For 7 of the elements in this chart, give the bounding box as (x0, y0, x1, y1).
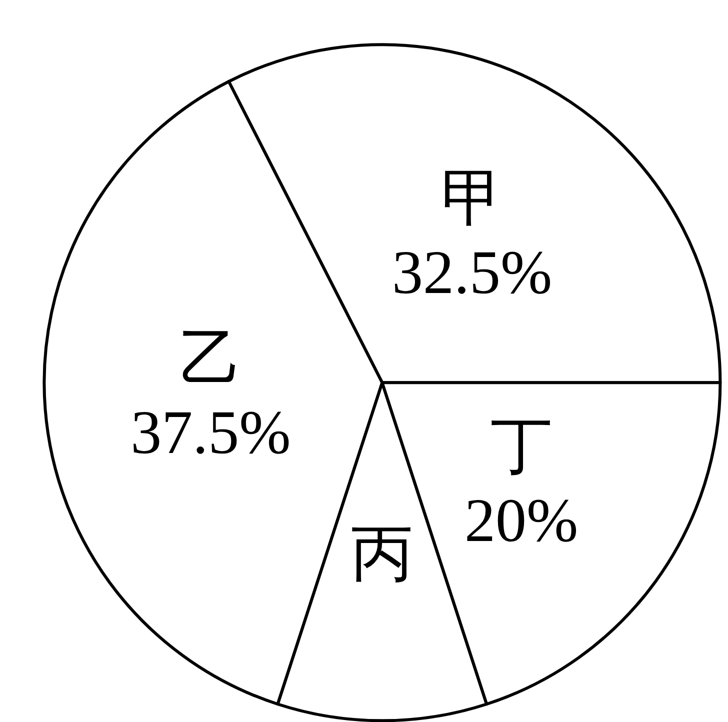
slice-label: 甲 (441, 165, 504, 234)
slice-label: 丁 (490, 412, 552, 481)
data-label: 32.5% (392, 239, 552, 308)
slice-label: 丙 (351, 520, 414, 589)
data-label: 20% (464, 486, 578, 555)
data-label: 37.5% (130, 399, 291, 468)
slice-label: 乙 (180, 325, 242, 394)
